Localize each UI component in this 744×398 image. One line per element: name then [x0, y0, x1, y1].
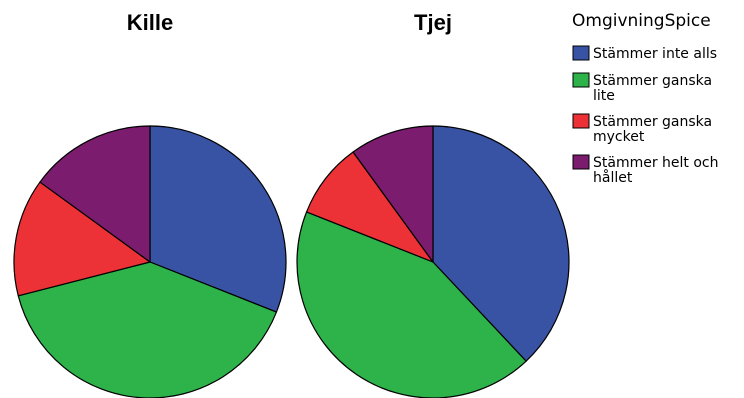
- legend-label: Stämmer ganska: [593, 114, 712, 130]
- legend-label: Stämmer helt och: [593, 155, 719, 171]
- pie-kille: Kille: [13, 10, 287, 398]
- slice-tjej-stammer-ganska-lite: [296, 211, 527, 398]
- legend-label: hållet: [593, 169, 633, 186]
- slice-tjej-stammer-inte-alls: [432, 125, 570, 362]
- legend-label: mycket: [593, 129, 645, 145]
- legend-title: OmgivningSpice: [572, 11, 711, 31]
- legend-label: lite: [593, 88, 615, 104]
- legend-label: Stämmer inte alls: [593, 46, 717, 62]
- purple-swatch-icon: [572, 154, 590, 170]
- slice-tjej-stammer-helt-och-hallet: [352, 125, 434, 263]
- red-swatch-icon: [572, 113, 590, 129]
- slice-kille-stammer-helt-och-hallet: [39, 125, 151, 263]
- blue-swatch-icon: [572, 45, 590, 61]
- legend: OmgivningSpice Stämmer inte alls Stämmer g…: [572, 11, 719, 186]
- green-swatch-icon: [572, 72, 590, 88]
- slice-kille-stammer-ganska-mycket: [13, 181, 151, 297]
- slice-kille-stammer-inte-alls: [149, 125, 287, 313]
- legend-label: Stämmer ganska: [593, 73, 712, 89]
- chart-title-tjej: Tjej: [414, 10, 452, 35]
- legend-item-stammer-inte-alls: Stämmer inte alls: [572, 45, 717, 62]
- pie-tjej: Tjej: [296, 10, 570, 398]
- chart-title-kille: Kille: [127, 10, 173, 35]
